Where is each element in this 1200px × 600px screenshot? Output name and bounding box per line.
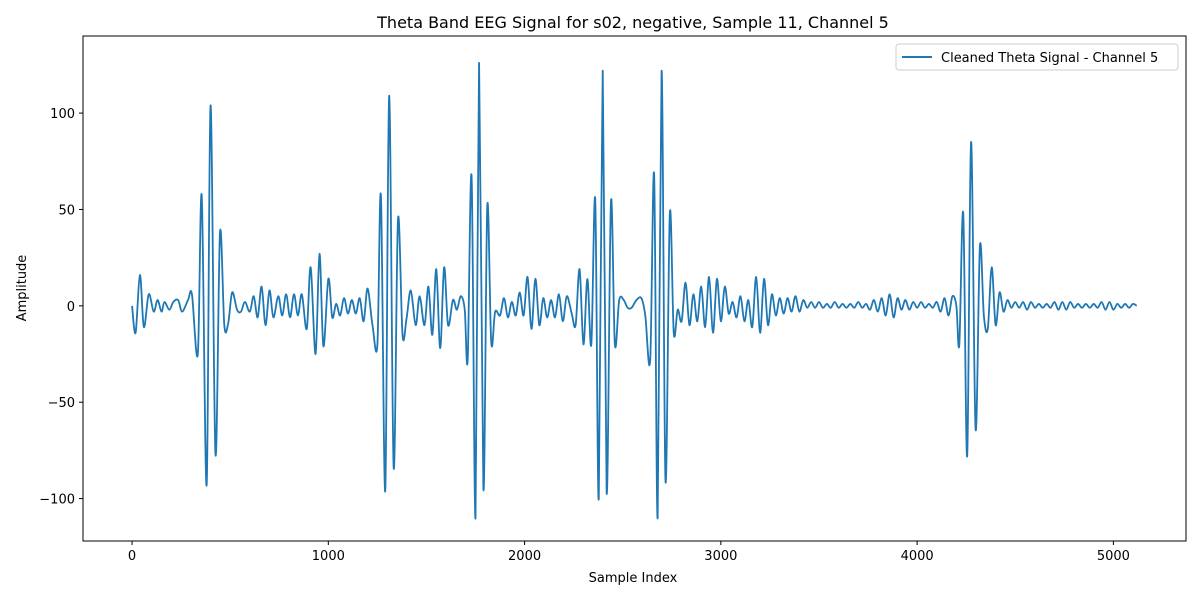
legend: Cleaned Theta Signal - Channel 5 [895,43,1179,71]
y-tick: 100 [50,107,83,122]
y-tick-label: −50 [48,396,75,411]
series-line [131,62,1138,520]
legend-box [895,43,1179,71]
x-tick-label: 0 [128,549,136,564]
y-tick: −50 [48,396,83,411]
x-tick: 0 [128,541,136,564]
y-tick: 50 [58,203,83,218]
x-tick-label: 1000 [312,549,345,564]
x-tick: 3000 [704,541,737,564]
legend-label: Cleaned Theta Signal - Channel 5 [941,51,1158,66]
y-tick-label: 100 [50,107,75,122]
y-tick: 0 [67,300,83,315]
x-axis-label: Sample Index [589,571,678,586]
x-tick: 5000 [1097,541,1130,564]
chart-title: Theta Band EEG Signal for s02, negative,… [376,13,889,32]
y-tick: −100 [39,493,83,508]
x-tick: 2000 [508,541,541,564]
axes-frame [82,35,1187,542]
y-tick-label: 50 [58,203,75,218]
x-tick: 4000 [901,541,934,564]
y-axis-label: Amplitude [15,255,30,322]
x-tick-label: 3000 [704,549,737,564]
y-tick-label: −100 [39,493,75,508]
x-tick-label: 2000 [508,549,541,564]
x-ticks: 0 1000 2000 3000 4000 5000 [128,541,1130,564]
x-tick-label: 5000 [1097,549,1130,564]
x-tick-label: 4000 [901,549,934,564]
y-tick-label: 0 [67,300,75,315]
plot-area: 0 1000 2000 3000 4000 5000 −100 −50 0 50 100 [39,35,1187,564]
x-tick: 1000 [312,541,345,564]
y-ticks: −100 −50 0 50 100 [39,107,83,508]
